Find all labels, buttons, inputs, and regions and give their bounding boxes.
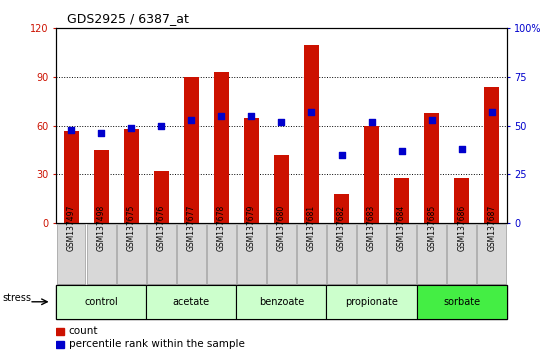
Text: percentile rank within the sample: percentile rank within the sample xyxy=(69,339,245,349)
Text: GSM137498: GSM137498 xyxy=(96,205,106,251)
Bar xyxy=(327,224,356,284)
Bar xyxy=(207,224,236,284)
Point xyxy=(277,119,286,125)
Bar xyxy=(63,131,78,223)
Point xyxy=(96,131,105,136)
Bar xyxy=(484,87,500,223)
Point xyxy=(157,123,166,129)
Bar xyxy=(147,224,176,284)
Bar xyxy=(357,224,386,284)
Bar xyxy=(424,113,439,223)
Point xyxy=(217,113,226,119)
Bar xyxy=(417,285,507,319)
Point xyxy=(487,109,496,115)
Text: GSM137680: GSM137680 xyxy=(277,205,286,251)
Bar xyxy=(214,72,229,223)
Bar xyxy=(236,285,326,319)
Bar xyxy=(304,45,319,223)
Text: GSM137676: GSM137676 xyxy=(157,205,166,251)
Bar xyxy=(454,178,469,223)
Bar xyxy=(477,224,506,284)
Text: GSM137681: GSM137681 xyxy=(307,205,316,251)
Point xyxy=(67,127,76,132)
Bar xyxy=(326,285,417,319)
Bar xyxy=(146,285,236,319)
Point xyxy=(337,152,346,158)
Bar xyxy=(274,155,289,223)
Bar xyxy=(334,194,349,223)
Bar xyxy=(237,224,266,284)
Text: GSM137684: GSM137684 xyxy=(397,205,406,251)
Text: GSM137677: GSM137677 xyxy=(186,205,196,251)
Point xyxy=(307,109,316,115)
Text: stress: stress xyxy=(3,293,32,303)
Point xyxy=(367,119,376,125)
Bar xyxy=(124,129,139,223)
Bar xyxy=(57,224,86,284)
Bar xyxy=(56,341,64,348)
Text: count: count xyxy=(69,326,98,336)
Bar xyxy=(364,126,379,223)
Point xyxy=(247,113,256,119)
Bar xyxy=(447,224,476,284)
Bar xyxy=(56,285,146,319)
Text: GSM137497: GSM137497 xyxy=(67,205,76,251)
Bar xyxy=(387,224,416,284)
Text: GSM137686: GSM137686 xyxy=(457,205,466,251)
Bar xyxy=(267,224,296,284)
Bar xyxy=(56,328,64,335)
Text: GSM137687: GSM137687 xyxy=(487,205,496,251)
Bar xyxy=(184,77,199,223)
Bar xyxy=(417,224,446,284)
Text: acetate: acetate xyxy=(172,297,210,307)
Text: GSM137678: GSM137678 xyxy=(217,205,226,251)
Text: GSM137682: GSM137682 xyxy=(337,205,346,251)
Point xyxy=(127,125,136,130)
Point xyxy=(427,117,436,123)
Bar xyxy=(177,224,206,284)
Text: control: control xyxy=(84,297,118,307)
Bar xyxy=(116,224,146,284)
Text: GSM137675: GSM137675 xyxy=(127,205,136,251)
Point xyxy=(457,146,466,152)
Bar xyxy=(153,171,169,223)
Text: GDS2925 / 6387_at: GDS2925 / 6387_at xyxy=(67,12,189,25)
Text: sorbate: sorbate xyxy=(443,297,480,307)
Text: propionate: propionate xyxy=(345,297,398,307)
Text: GSM137685: GSM137685 xyxy=(427,205,436,251)
Bar xyxy=(244,118,259,223)
Text: benzoate: benzoate xyxy=(259,297,304,307)
Bar xyxy=(87,224,115,284)
Text: GSM137683: GSM137683 xyxy=(367,205,376,251)
Text: GSM137679: GSM137679 xyxy=(247,205,256,251)
Bar xyxy=(297,224,326,284)
Bar xyxy=(94,150,109,223)
Point xyxy=(187,117,196,123)
Bar xyxy=(394,178,409,223)
Point xyxy=(397,148,406,154)
